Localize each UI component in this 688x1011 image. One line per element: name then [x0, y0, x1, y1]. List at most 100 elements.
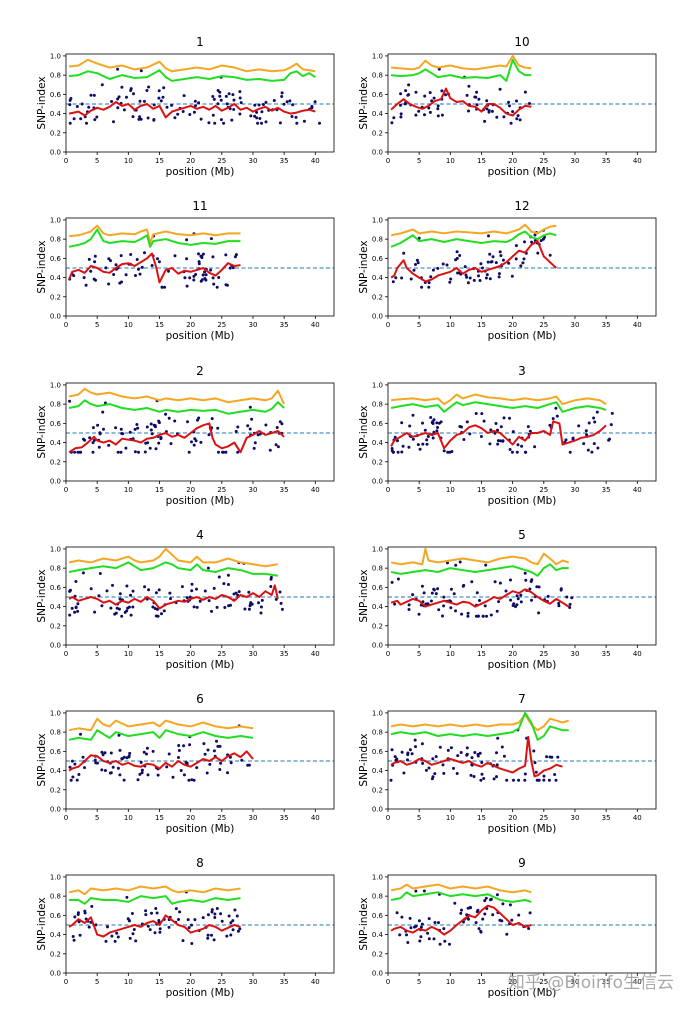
snp-point — [467, 109, 470, 113]
snp-point — [607, 438, 611, 442]
y-axis-label: SNP-index — [36, 897, 48, 950]
snp-point — [577, 424, 581, 428]
x-tick-label: 10 — [446, 157, 455, 165]
snp-point — [482, 777, 486, 780]
snp-point — [487, 109, 491, 113]
snp-point — [110, 934, 114, 938]
x-tick-label: 35 — [602, 157, 611, 165]
x-tick-label: 15 — [477, 650, 486, 658]
snp-point — [206, 566, 210, 570]
x-tick-label: 0 — [386, 650, 390, 658]
y-tick-label: 0.6 — [372, 748, 384, 756]
snp-point — [414, 745, 417, 749]
snp-point — [169, 597, 172, 601]
snp-point — [195, 587, 198, 591]
snp-point — [68, 399, 72, 403]
snp-point — [390, 580, 394, 584]
snp-point — [100, 604, 104, 608]
y-tick-label: 0.6 — [50, 584, 62, 592]
y-tick-label: 0.2 — [50, 950, 61, 958]
middle-series-line — [68, 561, 279, 577]
snp-point — [111, 765, 115, 769]
snp-point — [436, 426, 439, 429]
chart-panel: 10 0 5 10 15 20 25 30 35 40 0.0 0.2 0.4 0.6 0.8 1.0 posi… — [358, 35, 657, 178]
snp-point — [138, 99, 142, 103]
snp-point — [182, 744, 186, 748]
delta-series-line — [390, 87, 532, 117]
snp-point — [88, 436, 92, 440]
y-tick-label: 0.6 — [50, 255, 62, 263]
snp-point — [217, 276, 221, 279]
upper-series-line — [68, 387, 286, 405]
snp-point — [487, 234, 490, 238]
x-tick-label: 10 — [124, 157, 133, 165]
x-tick-label: 20 — [508, 978, 517, 986]
snp-point — [490, 109, 494, 113]
snp-point — [282, 102, 286, 106]
snp-point — [406, 758, 409, 762]
snp-point — [510, 918, 514, 922]
snp-point — [72, 938, 76, 942]
snp-point — [590, 450, 594, 454]
snp-point — [469, 773, 473, 777]
snp-point — [495, 751, 498, 755]
snp-point — [488, 252, 492, 256]
snp-point — [132, 92, 135, 96]
snp-point — [118, 597, 122, 601]
snp-point — [247, 763, 251, 767]
snp-point — [449, 746, 453, 750]
snp-point — [290, 115, 294, 118]
y-tick-label: 1.0 — [50, 52, 61, 60]
snp-point — [436, 114, 440, 118]
snp-point — [140, 771, 144, 775]
snp-point — [278, 121, 282, 125]
snp-point — [211, 276, 215, 280]
snp-point — [260, 110, 264, 114]
snp-point — [610, 411, 614, 415]
snp-point — [269, 575, 273, 579]
delta-series-line — [68, 101, 316, 119]
snp-point — [186, 918, 190, 922]
snp-point — [231, 93, 235, 97]
x-tick-label: 25 — [539, 978, 548, 986]
snp-point — [167, 416, 171, 420]
snp-point — [556, 755, 560, 759]
snp-point — [181, 110, 185, 113]
snp-point — [542, 774, 546, 778]
snp-point — [93, 118, 97, 122]
snp-point — [509, 121, 513, 125]
snp-point — [479, 930, 483, 934]
x-tick-label: 10 — [124, 978, 133, 986]
snp-point — [407, 445, 411, 449]
y-tick-label: 0.6 — [372, 91, 384, 99]
snp-point — [253, 441, 257, 445]
snp-point — [429, 275, 433, 279]
snp-point — [502, 754, 506, 758]
snp-point — [231, 919, 235, 923]
snp-point — [168, 591, 172, 595]
snp-point — [134, 274, 137, 277]
delta-series-line — [390, 240, 557, 283]
snp-point — [70, 759, 74, 763]
snp-point — [112, 273, 116, 276]
snp-point — [485, 614, 488, 618]
snp-point — [418, 939, 422, 943]
snp-point — [269, 585, 273, 588]
chart-title: 1 — [196, 35, 204, 49]
snp-point — [430, 591, 434, 595]
y-tick-label: 0.4 — [50, 603, 62, 611]
upper-series-line — [390, 713, 569, 732]
snp-point — [234, 429, 238, 433]
snp-point — [395, 911, 399, 915]
snp-point — [115, 606, 119, 610]
x-tick-label: 0 — [64, 157, 68, 165]
snp-point — [465, 275, 469, 279]
snp-point — [167, 269, 170, 273]
x-tick-label: 15 — [155, 486, 164, 494]
snp-point — [118, 773, 122, 777]
snp-point — [408, 916, 412, 920]
snp-point — [527, 927, 531, 930]
snp-point — [294, 115, 298, 119]
snp-point — [495, 609, 499, 613]
